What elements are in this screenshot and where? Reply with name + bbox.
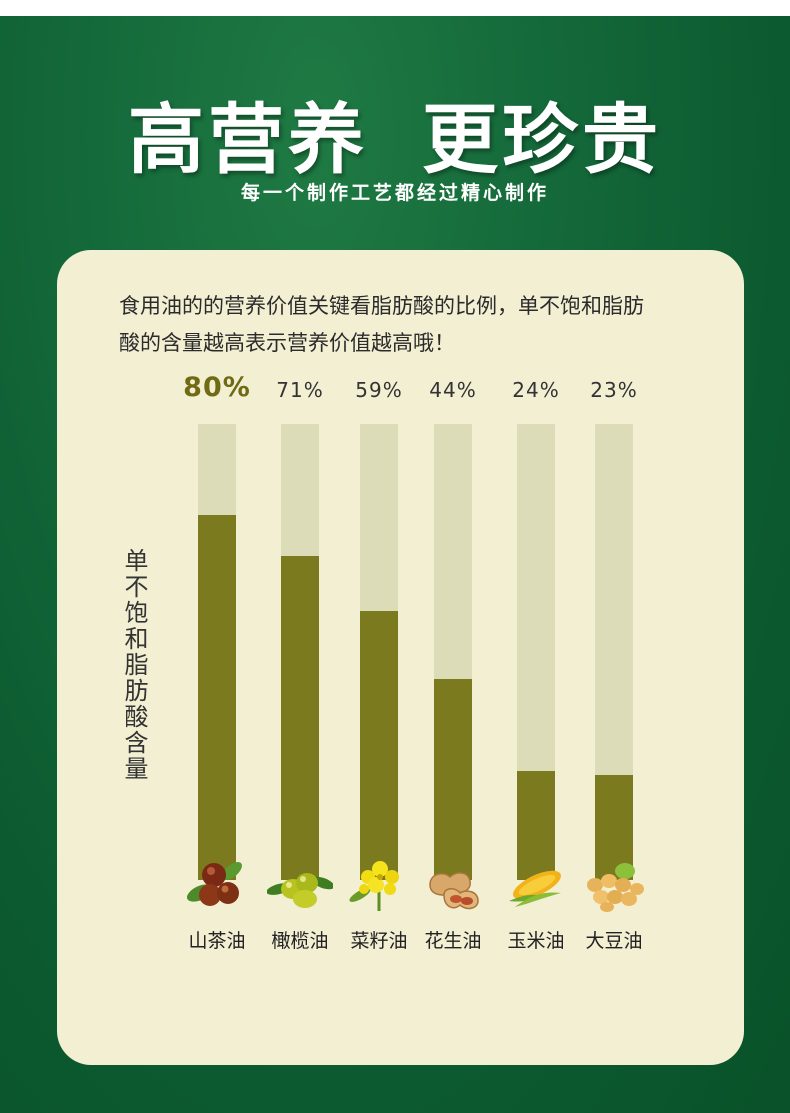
peanut-icon (429, 872, 479, 910)
rapeseed-flower-icon (349, 861, 399, 911)
bar (281, 556, 319, 880)
headline: 高营养 更珍贵 (0, 78, 790, 188)
intro-text: 食用油的的营养价值关键看脂肪酸的比例，单不饱和脂肪 酸的含量越高表示营养价值越高… (119, 288, 719, 362)
category-label: 玉米油 (507, 930, 565, 952)
soybean-icon (587, 863, 644, 912)
value-label: 23% (590, 378, 638, 402)
olive-icon (267, 873, 333, 908)
subheadline: 每一个制作工艺都经过精心制作 (240, 182, 549, 204)
category-label: 橄榄油 (271, 930, 329, 952)
corn-icon (509, 870, 561, 907)
top-strip (0, 0, 790, 16)
value-label: 44% (429, 378, 477, 402)
value-label: 71% (276, 378, 324, 402)
value-label: 24% (512, 378, 560, 402)
category-label: 山茶油 (188, 930, 246, 952)
category-label: 大豆油 (585, 930, 643, 952)
intro-line-1: 食用油的的营养价值关键看脂肪酸的比例，单不饱和脂肪 (119, 294, 644, 318)
category-label: 花生油 (424, 930, 482, 952)
intro-line-2: 酸的含量越高表示营养价值越高哦！ (119, 331, 455, 355)
bar (198, 515, 236, 880)
bar-track (595, 424, 633, 880)
category-label: 菜籽油 (350, 930, 408, 952)
bar-track (517, 424, 555, 880)
y-axis-label: 单不饱和脂肪酸含量 (120, 548, 148, 782)
value-label: 80% (183, 372, 251, 403)
bar-track (281, 424, 319, 880)
bar (517, 771, 555, 880)
value-label: 59% (355, 378, 403, 402)
bar (595, 775, 633, 880)
bar (434, 679, 472, 880)
bar-track (360, 424, 398, 880)
camellia-fruit-icon (186, 862, 242, 906)
bar-track (198, 424, 236, 880)
headline-part2: 更珍贵 (422, 95, 662, 184)
headline-part1: 高营养 (128, 95, 368, 184)
bar-track (434, 424, 472, 880)
bar (360, 611, 398, 880)
